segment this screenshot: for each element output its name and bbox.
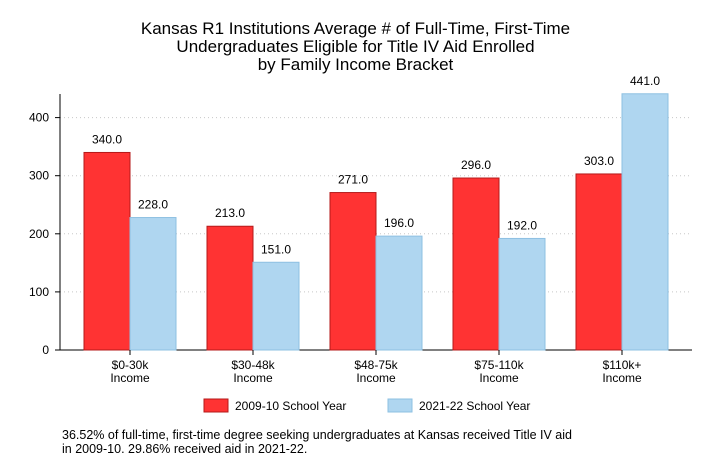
legend-swatch (387, 398, 413, 413)
bar-series1 (83, 151, 131, 351)
data-label: 271.0 (338, 173, 368, 187)
data-label: 192.0 (507, 218, 537, 232)
x-tick-label: Income (233, 371, 273, 385)
bar-series1 (452, 177, 500, 351)
bar-series2 (252, 261, 300, 351)
chart-title-line-3: by Family Income Bracket (257, 55, 454, 74)
bar-series1 (575, 173, 623, 351)
x-tick-label: Income (479, 371, 519, 385)
legend-label: 2021-22 School Year (419, 399, 530, 413)
x-tick-label: $75-110k (474, 358, 524, 372)
bar-series2 (621, 93, 669, 351)
data-label: 213.0 (215, 206, 245, 220)
x-tick-label: Income (602, 371, 642, 385)
x-tick-label: Income (110, 371, 150, 385)
bar-series2 (129, 217, 177, 351)
data-label: 228.0 (138, 198, 168, 212)
bar-series2 (498, 237, 546, 351)
chart-title-line-2: Undergraduates Eligible for Title IV Aid… (176, 37, 535, 56)
x-tick-label: $48-75k (354, 358, 398, 372)
legend-label: 2009-10 School Year (235, 399, 346, 413)
data-label: 441.0 (630, 74, 660, 88)
chart-note-line-2: in 2009-10. 29.86% received aid in 2021-… (62, 442, 308, 456)
data-label: 196.0 (384, 216, 414, 230)
bar-series2 (375, 235, 423, 351)
bar-series1 (329, 192, 377, 351)
y-tick-label: 400 (29, 111, 49, 125)
y-tick-label: 100 (29, 285, 49, 299)
y-tick-label: 200 (29, 227, 49, 241)
bar-series1 (206, 225, 254, 351)
x-tick-label: $30-48k (231, 358, 275, 372)
data-label: 296.0 (461, 158, 491, 172)
x-tick-label: Income (356, 371, 396, 385)
chart-title-line-1: Kansas R1 Institutions Average # of Full… (140, 19, 571, 38)
y-tick-label: 300 (29, 169, 49, 183)
data-label: 303.0 (584, 154, 614, 168)
legend-swatch (203, 398, 229, 413)
chart-note: 36.52% of full-time, first-time degree s… (62, 428, 682, 456)
data-label: 151.0 (261, 242, 291, 256)
x-tick-label: $110k+ (603, 358, 642, 372)
data-label: 340.0 (92, 132, 122, 146)
y-tick-label: 0 (42, 343, 49, 357)
x-tick-label: $0-30k (112, 358, 150, 372)
chart-note-line-1: 36.52% of full-time, first-time degree s… (62, 428, 572, 442)
